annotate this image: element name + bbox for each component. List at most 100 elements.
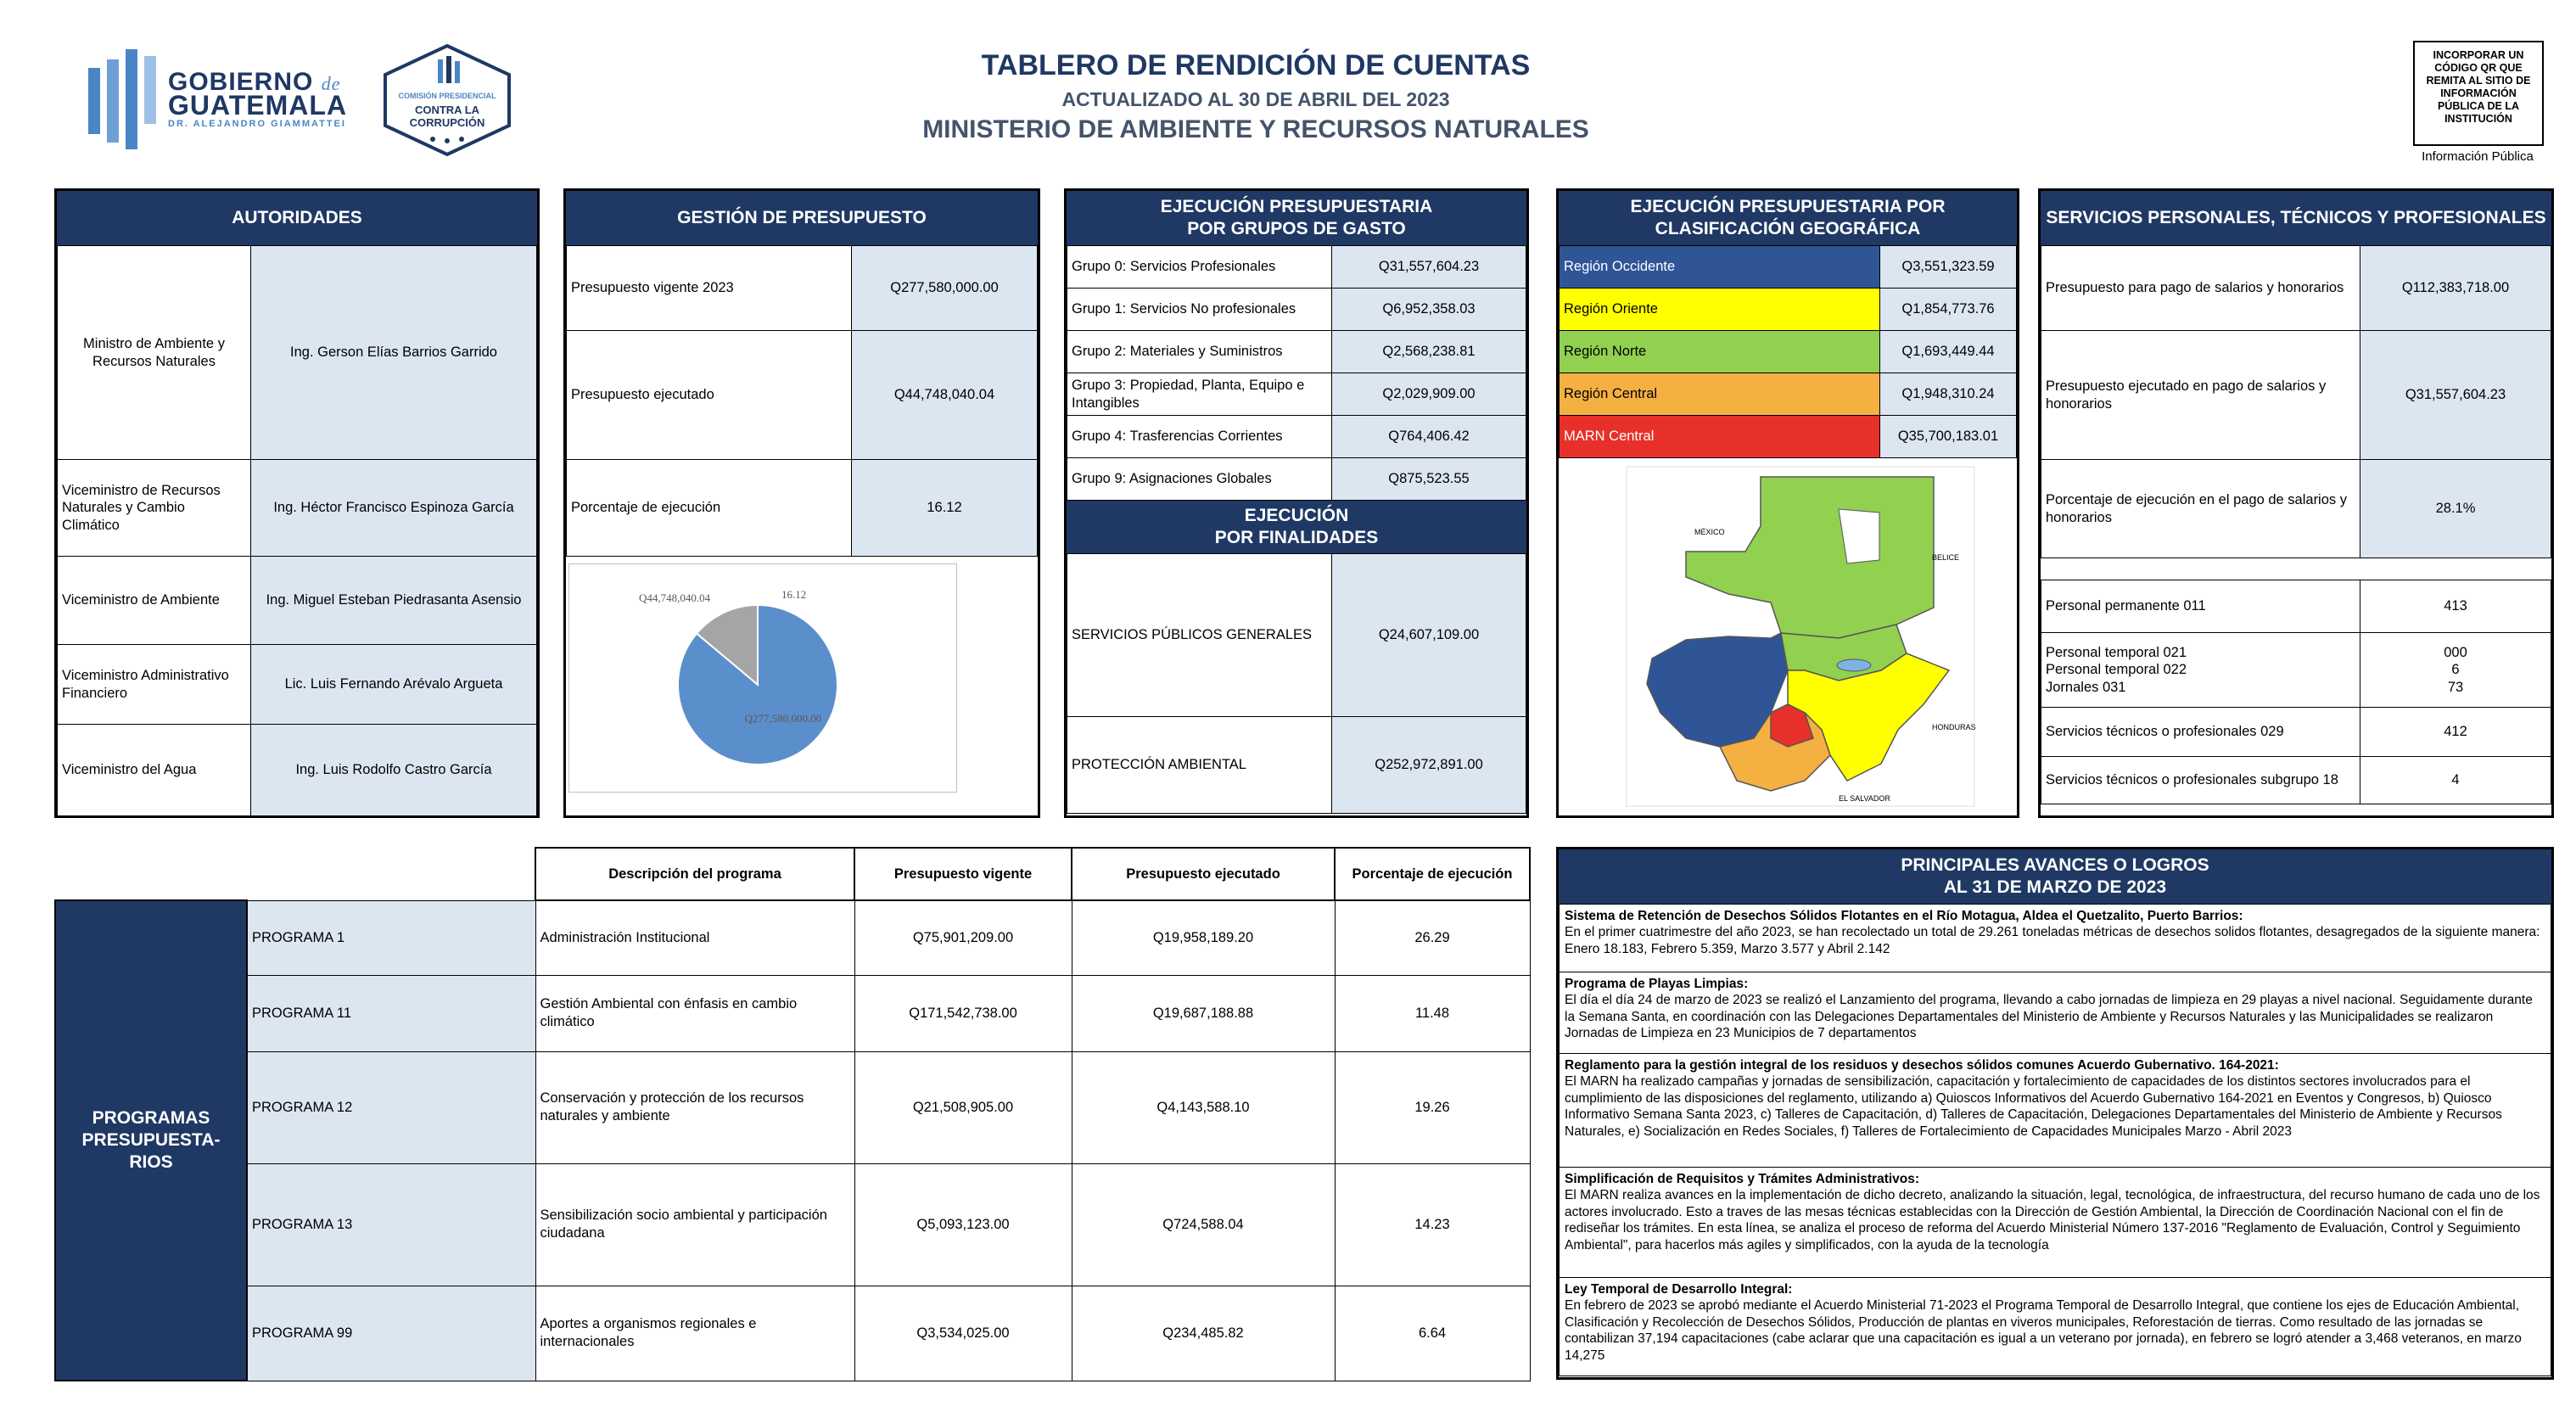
- programa-ejecutado: Q4,143,588.10: [1071, 1051, 1336, 1164]
- programa-desc: Aportes a organismos regionales e intern…: [535, 1285, 855, 1381]
- map-label-el-salvador: EL SALVADOR: [1839, 794, 1890, 803]
- grupos-table: Grupo 0: Servicios Profesionales Q31,557,…: [1067, 245, 1526, 501]
- gestion-table: Presupuesto vigente 2023 Q277,580,000.00…: [566, 245, 1038, 557]
- programa-ejecutado: Q234,485.82: [1071, 1285, 1336, 1381]
- personal-label: Personal temporal 022: [2046, 662, 2187, 678]
- pie-label-vigente: Q277,580,000.00: [745, 712, 822, 725]
- pie-slice: [695, 603, 759, 687]
- cpc-logo-line2: CONTRA LA CORRUPCIÓN: [409, 104, 485, 129]
- logro-heading: Programa de Playas Limpias:: [1565, 977, 1749, 991]
- logros-title: PRINCIPALES AVANCES O LOGROS AL 31 DE MA…: [1559, 849, 2551, 904]
- logro-heading: Ley Temporal de Desarrollo Integral:: [1565, 1282, 1793, 1297]
- logro-body: En el primer cuatrimestre del año 2023, …: [1565, 925, 2540, 956]
- logro-item: Simplificación de Requisitos y Trámites …: [1559, 1167, 2551, 1278]
- logro-heading: Sistema de Retención de Desechos Sólidos…: [1565, 909, 2243, 923]
- programa-desc: Sensibilización socio ambiental y partic…: [535, 1163, 855, 1286]
- logro-body: En febrero de 2023 se aprobó mediante el…: [1565, 1298, 2522, 1363]
- gestion-label: Porcentaje de ejecución: [566, 459, 852, 557]
- cpc-logo-line1: COMISIÓN PRESIDENCIAL: [398, 92, 496, 100]
- autoridad-cargo: Viceministro Administrativo Financiero: [57, 644, 251, 725]
- servicio-label: Porcentaje de ejecución en el pago de sa…: [2041, 459, 2360, 558]
- programas-side-line2: PRESUPUESTA-: [81, 1129, 221, 1150]
- grupo-label: Grupo 1: Servicios No profesionales: [1067, 288, 1332, 331]
- grupos-panel: EJECUCIÓN PRESUPUESTARIA POR GRUPOS DE G…: [1064, 188, 1529, 818]
- geografica-title-line1: EJECUCIÓN PRESUPUESTARIA POR: [1630, 196, 1946, 216]
- comision-contra-corrupcion-logo: [382, 43, 512, 157]
- logros-table: Sistema de Retención de Desechos Sólidos…: [1559, 904, 2551, 1376]
- grupos-title-line1: EJECUCIÓN PRESUPUESTARIA: [1160, 196, 1433, 216]
- programas-side-line1: PROGRAMAS: [92, 1107, 210, 1128]
- geografica-panel: EJECUCIÓN PRESUPUESTARIA POR CLASIFICACI…: [1556, 188, 2019, 818]
- gestion-value: Q277,580,000.00: [851, 245, 1038, 331]
- programa-name: PROGRAMA 12: [246, 1051, 536, 1164]
- region-value: Q1,948,310.24: [1879, 373, 2017, 416]
- logros-title-line1: PRINCIPALES AVANCES O LOGROS: [1901, 854, 2209, 875]
- programas-section: Descripción del programa Presupuesto vig…: [54, 847, 1531, 1383]
- autoridad-nombre: Ing. Miguel Esteban Piedrasanta Asensio: [250, 556, 537, 645]
- autoridad-cargo: Viceministro de Recursos Naturales y Cam…: [57, 459, 251, 557]
- servicios-panel: SERVICIOS PERSONALES, TÉCNICOS Y PROFESI…: [2038, 188, 2554, 818]
- autoridad-nombre: Lic. Luis Fernando Arévalo Argueta: [250, 644, 537, 725]
- logro-heading: Simplificación de Requisitos y Trámites …: [1565, 1172, 1920, 1186]
- region-label: Región Oriente: [1559, 288, 1880, 331]
- servicios-title: SERVICIOS PERSONALES, TÉCNICOS Y PROFESI…: [2041, 191, 2551, 245]
- personal-value: 000: [2444, 644, 2467, 660]
- servicio-value: 28.1%: [2360, 459, 2551, 558]
- budget-pie-chart: Q44,748,040.04 16.12 Q277,580,000.00: [568, 563, 957, 793]
- autoridad-cargo: Viceministro del Agua: [57, 724, 251, 816]
- programa-ejecutado: Q19,687,188.88: [1071, 974, 1336, 1052]
- finalidades-title-line2: POR FINALIDADES: [1214, 528, 1379, 547]
- map-label-mexico: MÉXICO: [1694, 528, 1725, 536]
- region-value: Q3,551,323.59: [1879, 245, 2017, 289]
- region-value: Q35,700,183.01: [1879, 415, 2017, 458]
- personal-label: Servicios técnicos o profesionales subgr…: [2041, 756, 2360, 804]
- programa-name: PROGRAMA 1: [246, 899, 536, 976]
- programa-vigente: Q171,542,738.00: [854, 974, 1072, 1052]
- gestion-label: Presupuesto vigente 2023: [566, 245, 852, 331]
- grupo-value: Q31,557,604.23: [1331, 245, 1526, 289]
- gobierno-logo-line2: GUATEMALA: [168, 90, 348, 120]
- finalidades-title: EJECUCIÓN POR FINALIDADES: [1067, 501, 1526, 553]
- programas-table: Descripción del programa Presupuesto vig…: [54, 847, 1531, 1381]
- logro-item: Programa de Playas Limpias: El día el dí…: [1559, 972, 2551, 1054]
- servicio-label: Presupuesto para pago de salarios y hono…: [2041, 245, 2360, 331]
- programas-header-ejecutado: Presupuesto ejecutado: [1071, 847, 1336, 901]
- programas-header-desc: Descripción del programa: [535, 847, 855, 901]
- logro-body: El día el día 24 de marzo de 2023 se rea…: [1565, 993, 2533, 1041]
- autoridades-panel: AUTORIDADES Ministro de Ambiente y Recur…: [54, 188, 540, 818]
- servicio-value: Q112,383,718.00: [2360, 245, 2551, 331]
- logro-item: Reglamento para la gestión integral de l…: [1559, 1053, 2551, 1168]
- grupos-title: EJECUCIÓN PRESUPUESTARIA POR GRUPOS DE G…: [1067, 191, 1526, 245]
- finalidad-label: PROTECCIÓN AMBIENTAL: [1067, 716, 1332, 814]
- region-label: Región Occidente: [1559, 245, 1880, 289]
- grupo-value: Q2,029,909.00: [1331, 373, 1526, 416]
- programas-header-vigente: Presupuesto vigente: [854, 847, 1072, 901]
- personal-temporal-labels: Personal temporal 021 Personal temporal …: [2041, 632, 2360, 708]
- pie-label-ejecutado: Q44,748,040.04: [639, 591, 711, 604]
- finalidad-value: Q252,972,891.00: [1331, 716, 1526, 814]
- logros-panel: PRINCIPALES AVANCES O LOGROS AL 31 DE MA…: [1556, 847, 2554, 1380]
- region-value: Q1,693,449.44: [1879, 330, 2017, 373]
- logro-item: Sistema de Retención de Desechos Sólidos…: [1559, 904, 2551, 972]
- programas-side-line3: RIOS: [129, 1152, 173, 1173]
- grupo-label: Grupo 2: Materiales y Suministros: [1067, 330, 1332, 373]
- map-label-honduras: HONDURAS: [1932, 723, 1976, 731]
- grupo-label: Grupo 9: Asignaciones Globales: [1067, 457, 1332, 501]
- programas-header-pct: Porcentaje de ejecución: [1334, 847, 1531, 901]
- finalidad-label: SERVICIOS PÚBLICOS GENERALES: [1067, 553, 1332, 717]
- qr-label: Información Pública: [2422, 149, 2534, 164]
- grupo-value: Q875,523.55: [1331, 457, 1526, 501]
- logro-heading: Reglamento para la gestión integral de l…: [1565, 1058, 2279, 1073]
- personal-value: 73: [2447, 679, 2464, 695]
- programa-ejecutado: Q724,588.04: [1071, 1163, 1336, 1286]
- programa-vigente: Q5,093,123.00: [854, 1163, 1072, 1286]
- gestion-title: GESTIÓN DE PRESUPUESTO: [566, 191, 1038, 245]
- personal-label: Personal permanente 011: [2041, 580, 2360, 633]
- programa-pct: 11.48: [1334, 974, 1531, 1052]
- autoridades-title: AUTORIDADES: [57, 191, 537, 245]
- servicios-table: Presupuesto para pago de salarios y hono…: [2041, 245, 2551, 804]
- geografica-title: EJECUCIÓN PRESUPUESTARIA POR CLASIFICACI…: [1559, 191, 2017, 245]
- programa-vigente: Q3,534,025.00: [854, 1285, 1072, 1381]
- logro-body: El MARN ha realizado campañas y jornadas…: [1565, 1074, 2502, 1139]
- finalidades-table: SERVICIOS PÚBLICOS GENERALES Q24,607,109.…: [1067, 553, 1526, 814]
